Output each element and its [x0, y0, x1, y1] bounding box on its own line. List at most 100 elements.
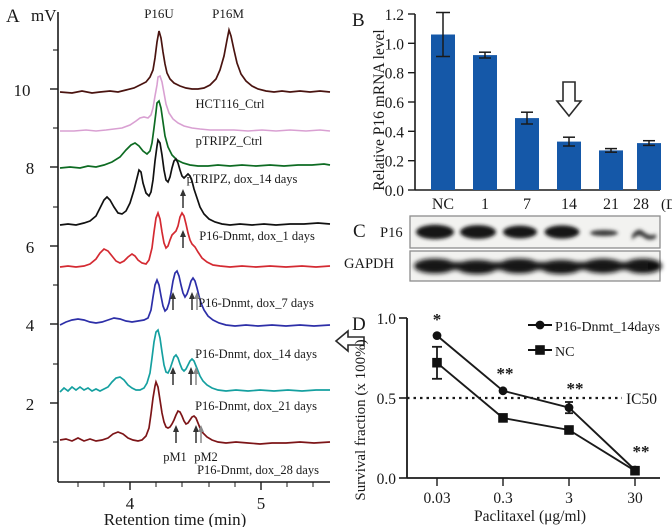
- panel-b-ytick-0: 0.0: [385, 183, 405, 200]
- bar-14[interactable]: [557, 141, 581, 190]
- panel-b-xtick-28: 28: [633, 196, 649, 213]
- data-point-circle[interactable]: [498, 386, 508, 396]
- panel-d-xtick-03: 0.3: [493, 490, 513, 507]
- trace-p16dnmt-dox14: [59, 269, 331, 327]
- panel-b: B Relative P16 mRNA level 0.0 0.2 0.4 0.…: [352, 7, 672, 213]
- data-point-square[interactable]: [498, 413, 508, 423]
- panel-a-xtick-4: 4: [126, 494, 135, 513]
- panel-c: C P16 GAPDH: [344, 215, 662, 282]
- trace-ptripz-dox14: [59, 99, 331, 169]
- panel-d-ic50-label: IC50: [626, 391, 657, 408]
- trace-label-p16dnmt-dox21: P16-Dnmt, dox_21 days: [195, 399, 317, 413]
- panel-b-ytick-02: 0.2: [385, 154, 404, 171]
- bar-1[interactable]: [473, 55, 497, 190]
- data-point-square[interactable]: [432, 357, 442, 368]
- panel-d-xtick-3: 3: [565, 490, 573, 507]
- panel-d-markers-nc: [432, 357, 640, 476]
- panel-a-y-ticks: [50, 88, 58, 404]
- callout-arrow-icon: [334, 329, 365, 353]
- arrow-marker-dox14-a: [170, 292, 176, 310]
- panel-a-ytick-4: 4: [26, 316, 35, 335]
- panel-b-ytick-08: 0.8: [385, 66, 405, 83]
- panel-a-xtick-5: 5: [257, 494, 266, 513]
- panel-a-ytick-2: 2: [26, 395, 35, 414]
- significance-mark-1: *: [433, 310, 442, 329]
- panel-c-row-label-p16: P16: [380, 225, 403, 241]
- arrow-marker-dox1: [180, 189, 186, 208]
- panel-a-y-minor-ticks: [53, 49, 58, 443]
- panel-d-y-ticks: [399, 317, 407, 479]
- trace-p16dnmt-dox21: [59, 328, 330, 393]
- panel-b-label: B: [352, 10, 365, 31]
- panel-b-ylabel: Relative P16 mRNA level: [371, 29, 388, 190]
- significance-mark-2: **: [497, 364, 514, 383]
- panel-a-x-ticks: [129, 482, 262, 490]
- panel-b-ytick-04: 0.4: [385, 124, 405, 141]
- panel-b-ytick-12: 1.2: [385, 7, 404, 24]
- trace-label-p16dnmt-dox1: P16-Dnmt, dox_1 days: [199, 229, 315, 243]
- panel-d-line-nc: [436, 362, 636, 472]
- panel-a-label: A: [6, 6, 20, 27]
- panel-b-ytick-10: 1.0: [385, 36, 405, 53]
- arrow-marker-dox28-pm2: [193, 425, 204, 443]
- arrow-marker-dox21-b: [188, 367, 199, 385]
- panel-b-xlabel: (Days): [661, 197, 672, 213]
- legend-marker-circle: [535, 320, 545, 330]
- label-pm1: pM1: [163, 450, 187, 464]
- trace-label-ptripz-ctrl: pTRIPZ_Ctrl: [196, 134, 263, 148]
- significance-mark-4: **: [633, 442, 650, 461]
- panel-b-xtick-nc: NC: [432, 196, 454, 213]
- data-point-square[interactable]: [564, 425, 574, 435]
- trace-label-p16dnmt-dox28: P16-Dnmt, dox_28 days: [197, 463, 319, 477]
- panel-c-row-label-gapdh: GAPDH: [344, 256, 394, 272]
- legend-label-p16dnmt: P16-Dnmt_14days: [555, 320, 660, 335]
- panel-a-yaxis-unit: mV: [31, 6, 57, 25]
- panel-d-xtick-30: 30: [627, 490, 643, 507]
- panel-b-bars: [431, 34, 661, 191]
- panel-d-ytick-10: 1.0: [377, 311, 397, 328]
- blot-bands-gapdh: [414, 258, 662, 274]
- bar-7[interactable]: [515, 118, 539, 190]
- panel-b-xtick-1: 1: [481, 196, 489, 213]
- legend-label-nc: NC: [555, 345, 574, 360]
- trace-ptripz-ctrl: [60, 74, 331, 132]
- panel-b-y-ticks: [408, 13, 415, 191]
- panel-d-ylabel: Survival fraction (x 100%): [353, 339, 369, 500]
- trace-label-p16dnmt-dox14: P16-Dnmt, dox_14 days: [195, 347, 317, 361]
- panel-a-xlabel: Retention time (min): [104, 510, 247, 527]
- panel-a-ytick-10: 10: [14, 81, 31, 100]
- panel-d-legend: P16-Dnmt_14days NC: [528, 320, 660, 360]
- bar-28[interactable]: [637, 143, 661, 190]
- trace-p16dnmt-dox7: [59, 210, 331, 268]
- panel-b-ytick-06: 0.6: [385, 95, 405, 112]
- bar-nc[interactable]: [431, 34, 455, 191]
- arrow-marker-dox28-pm1: [173, 425, 179, 443]
- arrow-marker-dox14-b: [189, 292, 200, 310]
- panel-a-ytick-6: 6: [26, 238, 35, 257]
- panel-b-down-arrow-icon: [555, 81, 583, 118]
- data-point-circle[interactable]: [432, 331, 442, 340]
- arrow-marker-dox7: [180, 230, 186, 248]
- panel-a-x-minor-ticks: [77, 482, 314, 487]
- trace-p16dnmt-dox1: [59, 137, 331, 226]
- panel-b-error-bars: [436, 11, 655, 153]
- data-point-circle[interactable]: [564, 403, 574, 412]
- panel-d-line-p16dnmt: [436, 334, 636, 471]
- panel-b-xtick-21: 21: [603, 196, 619, 213]
- arrow-marker-dox21-a: [170, 367, 176, 385]
- panel-d: D Survival fraction (x 100%) 0.0 0.5 1.0…: [352, 310, 660, 525]
- peak-label-p16u: P16U: [144, 6, 174, 21]
- panel-c-label: C: [353, 221, 366, 242]
- legend-marker-square: [535, 345, 545, 355]
- trace-label-ptripz-dox14: pTRIPZ, dox_14 days: [187, 172, 298, 186]
- trace-label-p16dnmt-dox7: P16-Dnmt, dox_7 days: [198, 296, 314, 310]
- significance-mark-3: **: [567, 379, 584, 398]
- blot-bands-p16: [416, 224, 656, 240]
- panel-d-label: D: [352, 314, 366, 335]
- data-point-square[interactable]: [630, 465, 640, 476]
- label-pm2: pM2: [194, 450, 218, 464]
- bar-21[interactable]: [599, 150, 623, 190]
- panel-a: A mV 10 8 6 4 2: [6, 6, 365, 527]
